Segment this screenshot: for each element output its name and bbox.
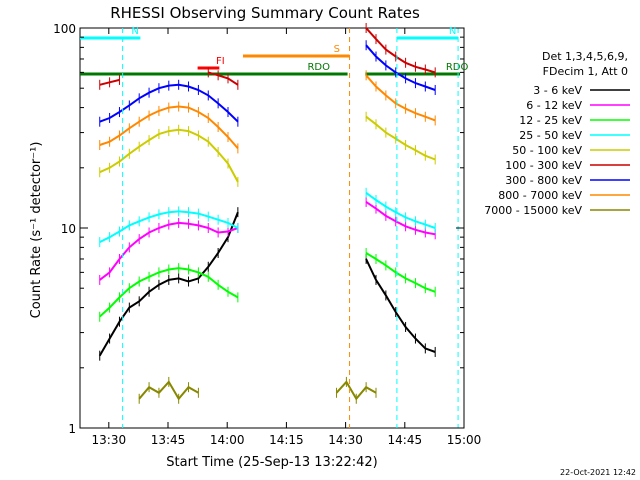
y-tick-label: 100	[53, 22, 76, 36]
flag-label: RDO	[307, 62, 330, 73]
series-line	[99, 105, 239, 150]
x-tick-label: 15:00	[447, 433, 482, 447]
legend-entry-label: 25 - 50 keV	[519, 129, 582, 142]
series-line	[365, 27, 436, 74]
y-tick-label: 1	[68, 422, 76, 436]
series-line	[365, 201, 436, 236]
legend-entry-label: 6 - 12 keV	[526, 99, 582, 112]
series-line	[138, 380, 199, 401]
flag-label: FI	[216, 56, 225, 67]
x-tick-label: 14:45	[388, 433, 423, 447]
legend-entry-label: 3 - 6 keV	[533, 84, 582, 97]
flag-label: RDO	[446, 62, 469, 73]
flag-label: S	[334, 44, 340, 55]
series-line	[365, 252, 436, 293]
plot-area	[79, 27, 465, 429]
legend-entry-label: 300 - 800 keV	[505, 174, 582, 187]
series-line	[208, 71, 239, 86]
timestamp: 22-Oct-2021 12:42	[560, 468, 636, 477]
series-line	[99, 78, 120, 86]
series-line	[365, 74, 436, 122]
flag-label: N	[449, 26, 456, 37]
x-tick-label: 14:30	[328, 433, 363, 447]
x-tick-label: 14:00	[210, 433, 245, 447]
series-line	[99, 267, 239, 318]
legend-entry-label: 50 - 100 keV	[512, 144, 582, 157]
chart-title: RHESSI Observing Summary Count Rates	[110, 4, 420, 22]
series-line	[99, 128, 239, 183]
series-line	[365, 44, 436, 91]
x-axis-label: Start Time (25-Sep-13 13:22:42)	[166, 455, 377, 470]
x-tick-label: 13:30	[92, 433, 127, 447]
flag-label: N	[131, 26, 138, 37]
legend-entry-label: 12 - 25 keV	[519, 114, 582, 127]
series-line	[365, 258, 436, 353]
y-tick-label: 10	[61, 222, 76, 236]
legend-header: Det 1,3,4,5,6,9,	[542, 50, 628, 63]
y-axis-label: Count Rate (s⁻¹ detector⁻¹)	[29, 142, 44, 319]
legend-entry-label: 7000 - 15000 keV	[484, 204, 582, 217]
series-line	[335, 380, 377, 401]
legend-header: FDecim 1, Att 0	[543, 65, 628, 78]
x-tick-label: 14:15	[269, 433, 304, 447]
series-line	[365, 115, 436, 161]
series-line	[365, 191, 436, 229]
legend-entry-label: 800 - 7000 keV	[498, 189, 582, 202]
legend-entry-label: 100 - 300 keV	[505, 159, 582, 172]
x-tick-label: 13:45	[151, 433, 186, 447]
